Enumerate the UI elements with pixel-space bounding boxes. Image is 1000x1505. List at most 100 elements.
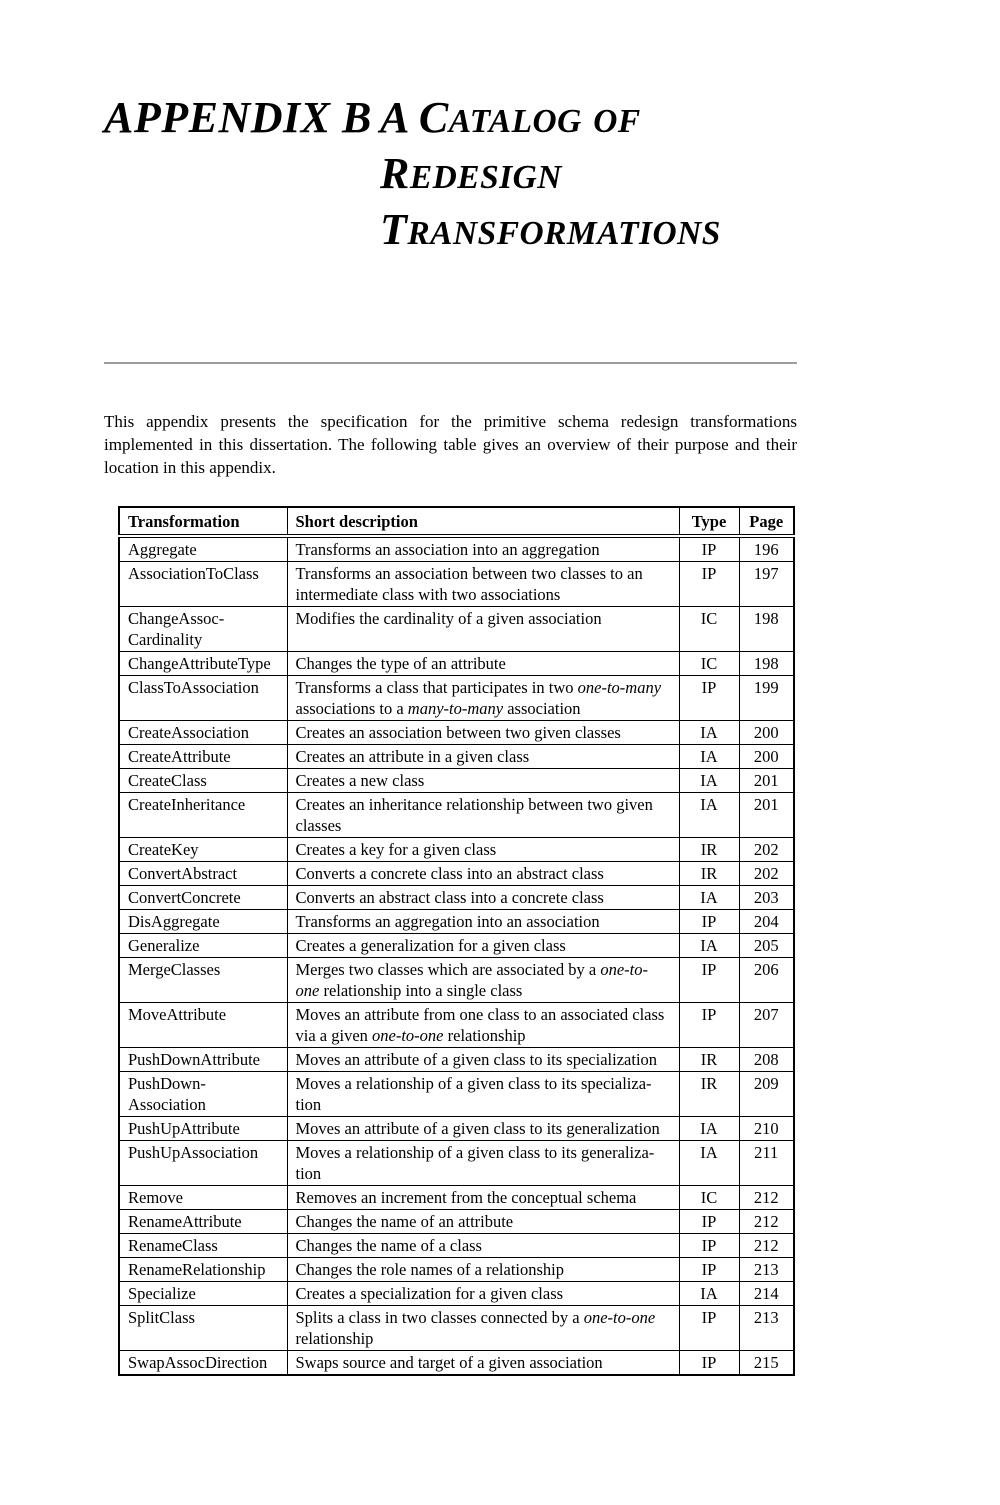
description-cell: Changes the name of a class xyxy=(286,1233,680,1258)
page-cell: 197 xyxy=(738,561,795,607)
page-cell: 196 xyxy=(738,535,795,562)
appendix-label: APPENDIX B xyxy=(104,93,372,142)
page-cell: 212 xyxy=(738,1233,795,1258)
type-cell: IA xyxy=(678,933,740,958)
type-cell: IA xyxy=(678,768,740,793)
page-cell: 211 xyxy=(738,1140,795,1186)
description-cell: Merges two classes which are associated … xyxy=(286,957,680,1003)
transformations-table: Transformation Short description Type Pa… xyxy=(118,506,795,1376)
table-row: ClassToAssociation Transforms a class tha… xyxy=(118,675,795,721)
description-cell: Removes an increment from the conceptual… xyxy=(286,1185,680,1210)
table-row: Remove Removes an increment from the conc… xyxy=(118,1185,795,1210)
transformation-name-cell: Specialize xyxy=(118,1281,288,1306)
page-content: APPENDIX B A CATALOG OF REDESIGN TRANSFO… xyxy=(104,92,797,1376)
transformation-name-cell: Generalize xyxy=(118,933,288,958)
description-cell: Creates a generalization for a given cla… xyxy=(286,933,680,958)
type-cell: IP xyxy=(678,1305,740,1351)
description-cell: Creates a specialization for a given cla… xyxy=(286,1281,680,1306)
page-cell: 212 xyxy=(738,1209,795,1234)
transformation-name-cell: ConvertAbstract xyxy=(118,861,288,886)
page-cell: 202 xyxy=(738,861,795,886)
transformation-name-cell: SwapAssocDirection xyxy=(118,1350,288,1376)
page-cell: 206 xyxy=(738,957,795,1003)
appendix-title: A CATALOG OF REDESIGN TRANSFORMATIONS xyxy=(380,92,797,260)
transformation-name-cell: PushDownAttribute xyxy=(118,1047,288,1072)
transformation-name-cell: ChangeAttributeType xyxy=(118,651,288,676)
description-cell: Converts an abstract class into a concre… xyxy=(286,885,680,910)
header-transformation: Transformation xyxy=(118,506,288,538)
description-cell: Changes the role names of a relationship xyxy=(286,1257,680,1282)
table-row: RenameRelationship Changes the role names… xyxy=(118,1257,795,1282)
header-type: Type xyxy=(678,506,740,538)
page-cell: 202 xyxy=(738,837,795,862)
page-cell: 207 xyxy=(738,1002,795,1048)
transformation-name-cell: PushUpAttribute xyxy=(118,1116,288,1141)
appendix-heading: APPENDIX B A CATALOG OF REDESIGN TRANSFO… xyxy=(104,92,797,260)
table-row: CreateKey Creates a key for a given class… xyxy=(118,837,795,862)
type-cell: IA xyxy=(678,744,740,769)
type-cell: IC xyxy=(678,606,740,652)
page-cell: 198 xyxy=(738,606,795,652)
description-cell: Moves a relationship of a given class to… xyxy=(286,1071,680,1117)
page-cell: 215 xyxy=(738,1350,795,1376)
transformation-name-cell: AssociationToClass xyxy=(118,561,288,607)
type-cell: IP xyxy=(678,561,740,607)
type-cell: IA xyxy=(678,1281,740,1306)
type-cell: IA xyxy=(678,720,740,745)
table-row: CreateClass Creates a new class IA 201 xyxy=(118,768,795,793)
table-row: CreateAttribute Creates an attribute in a… xyxy=(118,744,795,769)
transformation-name-cell: DisAggregate xyxy=(118,909,288,934)
description-cell: Transforms an association between two cl… xyxy=(286,561,680,607)
transformation-name-cell: MergeClasses xyxy=(118,957,288,1003)
page-cell: 201 xyxy=(738,792,795,838)
page-cell: 209 xyxy=(738,1071,795,1117)
description-cell: Converts a concrete class into an abstra… xyxy=(286,861,680,886)
description-cell: Creates a new class xyxy=(286,768,680,793)
type-cell: IP xyxy=(678,1350,740,1376)
table-row: PushUpAttribute Moves an attribute of a g… xyxy=(118,1116,795,1141)
description-cell: Changes the name of an attribute xyxy=(286,1209,680,1234)
description-cell: Creates a key for a given class xyxy=(286,837,680,862)
header-short-description: Short description xyxy=(286,506,680,538)
transformation-name-cell: SplitClass xyxy=(118,1305,288,1351)
description-cell: Moves an attribute of a given class to i… xyxy=(286,1047,680,1072)
transformation-name-cell: CreateAttribute xyxy=(118,744,288,769)
description-cell: Creates an inheritance relationship betw… xyxy=(286,792,680,838)
transformation-name-cell: ClassToAssociation xyxy=(118,675,288,721)
type-cell: IR xyxy=(678,1071,740,1117)
page-cell: 204 xyxy=(738,909,795,934)
description-cell: Creates an association between two given… xyxy=(286,720,680,745)
table-header-row: Transformation Short description Type Pa… xyxy=(118,506,795,538)
type-cell: IA xyxy=(678,885,740,910)
type-cell: IR xyxy=(678,861,740,886)
table-row: RenameClass Changes the name of a class IP… xyxy=(118,1233,795,1258)
description-cell: Changes the type of an attribute xyxy=(286,651,680,676)
type-cell: IP xyxy=(678,1209,740,1234)
table-row: Aggregate Transforms an association into … xyxy=(118,535,795,562)
type-cell: IC xyxy=(678,651,740,676)
page-cell: 212 xyxy=(738,1185,795,1210)
table-row: PushDown- Association Moves a relationship… xyxy=(118,1071,795,1117)
table-row: RenameAttribute Changes the name of an at… xyxy=(118,1209,795,1234)
description-cell: Moves an attribute from one class to an … xyxy=(286,1002,680,1048)
page-cell: 201 xyxy=(738,768,795,793)
transformation-name-cell: CreateClass xyxy=(118,768,288,793)
description-cell: Transforms an association into an aggreg… xyxy=(286,535,680,562)
page-cell: 199 xyxy=(738,675,795,721)
title-line-2: TRANSFORMATIONS xyxy=(380,205,721,254)
description-cell: Splits a class in two classes connected … xyxy=(286,1305,680,1351)
table-row: ConvertAbstract Converts a concrete class… xyxy=(118,861,795,886)
table-row: Generalize Creates a generalization for a… xyxy=(118,933,795,958)
type-cell: IA xyxy=(678,792,740,838)
description-cell: Swaps source and target of a given assoc… xyxy=(286,1350,680,1376)
divider-rule xyxy=(104,362,797,364)
header-page: Page xyxy=(738,506,795,538)
page-cell: 210 xyxy=(738,1116,795,1141)
type-cell: IP xyxy=(678,675,740,721)
page-cell: 213 xyxy=(738,1305,795,1351)
type-cell: IA xyxy=(678,1116,740,1141)
description-cell: Transforms a class that participates in … xyxy=(286,675,680,721)
description-cell: Creates an attribute in a given class xyxy=(286,744,680,769)
description-cell: Modifies the cardinality of a given asso… xyxy=(286,606,680,652)
table-row: MoveAttribute Moves an attribute from one… xyxy=(118,1002,795,1048)
